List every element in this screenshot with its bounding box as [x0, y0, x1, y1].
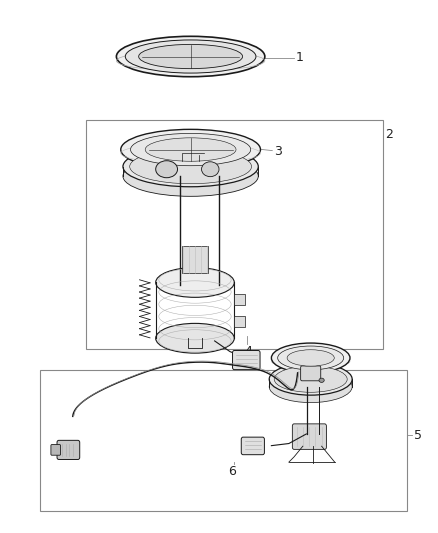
- Ellipse shape: [201, 162, 219, 176]
- FancyBboxPatch shape: [292, 424, 326, 449]
- Bar: [234, 294, 245, 304]
- Ellipse shape: [155, 161, 177, 177]
- Ellipse shape: [155, 324, 234, 353]
- Ellipse shape: [287, 350, 334, 366]
- Bar: [182, 246, 208, 273]
- FancyBboxPatch shape: [300, 366, 321, 381]
- Text: 1: 1: [296, 51, 304, 64]
- Text: 2: 2: [385, 128, 393, 141]
- FancyBboxPatch shape: [241, 437, 265, 455]
- Ellipse shape: [272, 343, 350, 373]
- Bar: [40, 370, 407, 511]
- FancyBboxPatch shape: [51, 445, 60, 455]
- Bar: [234, 316, 245, 327]
- Ellipse shape: [125, 40, 256, 73]
- Ellipse shape: [130, 149, 251, 184]
- Text: 6: 6: [229, 465, 237, 478]
- Ellipse shape: [155, 268, 234, 297]
- Text: 3: 3: [274, 145, 282, 158]
- Ellipse shape: [121, 130, 261, 169]
- Ellipse shape: [319, 378, 324, 382]
- FancyBboxPatch shape: [57, 440, 80, 459]
- Ellipse shape: [117, 36, 265, 77]
- Text: 4: 4: [244, 345, 252, 358]
- Ellipse shape: [123, 147, 258, 187]
- FancyBboxPatch shape: [233, 351, 260, 369]
- Ellipse shape: [145, 138, 236, 161]
- Ellipse shape: [274, 366, 347, 392]
- Ellipse shape: [278, 346, 344, 370]
- Ellipse shape: [139, 44, 243, 69]
- Ellipse shape: [131, 133, 251, 166]
- Bar: [86, 120, 383, 349]
- Ellipse shape: [269, 370, 352, 402]
- Text: 5: 5: [414, 429, 422, 441]
- Ellipse shape: [269, 364, 352, 395]
- Ellipse shape: [123, 156, 258, 196]
